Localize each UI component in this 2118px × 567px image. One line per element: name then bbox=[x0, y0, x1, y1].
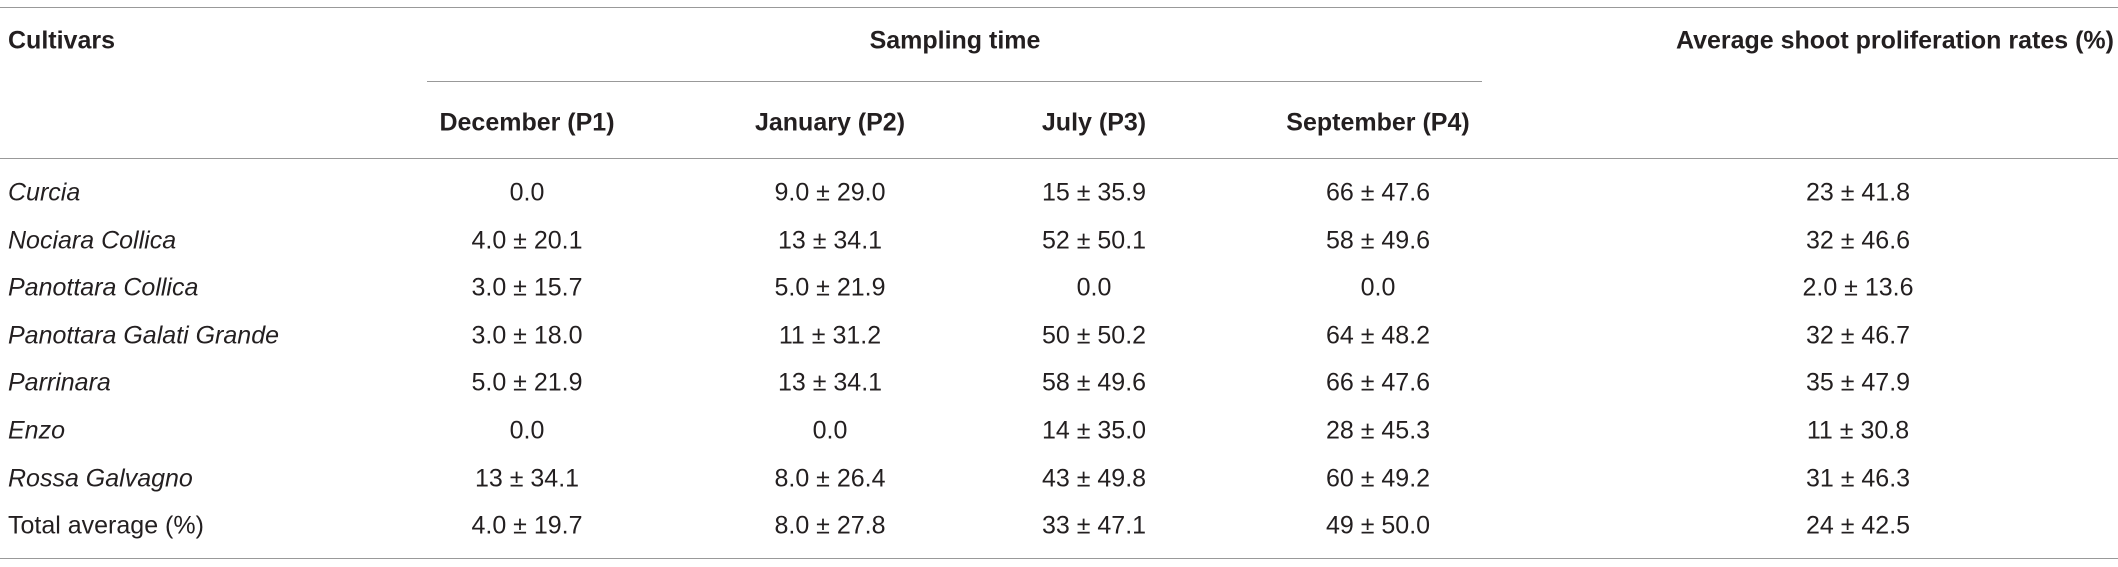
sampling-rule bbox=[427, 81, 1482, 82]
header-rule bbox=[0, 158, 2118, 159]
cell: 31 ± 46.3 bbox=[1805, 464, 1911, 493]
cell: 58 ± 49.6 bbox=[1041, 368, 1147, 397]
top-rule bbox=[0, 7, 2118, 8]
cell: 4.0 ± 19.7 bbox=[471, 511, 583, 540]
cell: 13 ± 34.1 bbox=[777, 368, 883, 397]
cell: 11 ± 31.2 bbox=[778, 321, 882, 350]
row-label: Total average (%) bbox=[8, 511, 204, 540]
cell: 33 ± 47.1 bbox=[1041, 511, 1147, 540]
header-cell: January (P2) bbox=[754, 108, 906, 137]
row-label: Parrinara bbox=[8, 368, 111, 397]
cell: 13 ± 34.1 bbox=[777, 226, 883, 255]
cell: 8.0 ± 27.8 bbox=[774, 511, 886, 540]
row-label: Nociara Collica bbox=[8, 226, 177, 255]
cell: 58 ± 49.6 bbox=[1325, 226, 1431, 255]
cell: 64 ± 48.2 bbox=[1325, 321, 1431, 350]
cell: 43 ± 49.8 bbox=[1041, 464, 1147, 493]
cell: 24 ± 42.5 bbox=[1805, 511, 1911, 540]
cell: 50 ± 50.2 bbox=[1041, 321, 1147, 350]
cell: 66 ± 47.6 bbox=[1325, 368, 1431, 397]
cell: 0.0 bbox=[812, 416, 848, 445]
cell: 4.0 ± 20.1 bbox=[471, 226, 583, 255]
cell: 60 ± 49.2 bbox=[1325, 464, 1431, 493]
cell: 35 ± 47.9 bbox=[1805, 368, 1911, 397]
header-cell: July (P3) bbox=[1041, 108, 1147, 137]
cell: 15 ± 35.9 bbox=[1041, 178, 1147, 207]
cell: 32 ± 46.7 bbox=[1805, 321, 1911, 350]
cell: 5.0 ± 21.9 bbox=[774, 273, 886, 302]
cell: 32 ± 46.6 bbox=[1805, 226, 1911, 255]
header-cell: September (P4) bbox=[1286, 108, 1470, 137]
cell: 9.0 ± 29.0 bbox=[774, 178, 886, 207]
header-cell: Average shoot proliferation rates (%) bbox=[1675, 26, 2114, 55]
row-label: Curcia bbox=[8, 178, 81, 207]
header-cell: December (P1) bbox=[439, 108, 615, 137]
header-cell: Sampling time bbox=[869, 26, 1041, 55]
cell: 23 ± 41.8 bbox=[1805, 178, 1911, 207]
row-label: Enzo bbox=[8, 416, 65, 445]
cell: 0.0 bbox=[1360, 273, 1396, 302]
cell: 14 ± 35.0 bbox=[1041, 416, 1147, 445]
cell: 11 ± 30.8 bbox=[1806, 416, 1910, 445]
cell: 13 ± 34.1 bbox=[474, 464, 580, 493]
cell: 49 ± 50.0 bbox=[1325, 511, 1431, 540]
cell: 2.0 ± 13.6 bbox=[1802, 273, 1914, 302]
cell: 0.0 bbox=[509, 178, 545, 207]
row-label: Panottara Collica bbox=[8, 273, 199, 302]
cell: 52 ± 50.1 bbox=[1041, 226, 1147, 255]
cell: 0.0 bbox=[1076, 273, 1112, 302]
cell: 28 ± 45.3 bbox=[1325, 416, 1431, 445]
cell: 3.0 ± 18.0 bbox=[471, 321, 583, 350]
row-label: Rossa Galvagno bbox=[8, 464, 193, 493]
bottom-rule bbox=[0, 558, 2118, 559]
cell: 5.0 ± 21.9 bbox=[471, 368, 583, 397]
row-label: Panottara Galati Grande bbox=[8, 321, 279, 350]
cell: 66 ± 47.6 bbox=[1325, 178, 1431, 207]
cell: 8.0 ± 26.4 bbox=[774, 464, 886, 493]
cell: 3.0 ± 15.7 bbox=[471, 273, 583, 302]
cell: 0.0 bbox=[509, 416, 545, 445]
header-cell: Cultivars bbox=[8, 26, 115, 55]
